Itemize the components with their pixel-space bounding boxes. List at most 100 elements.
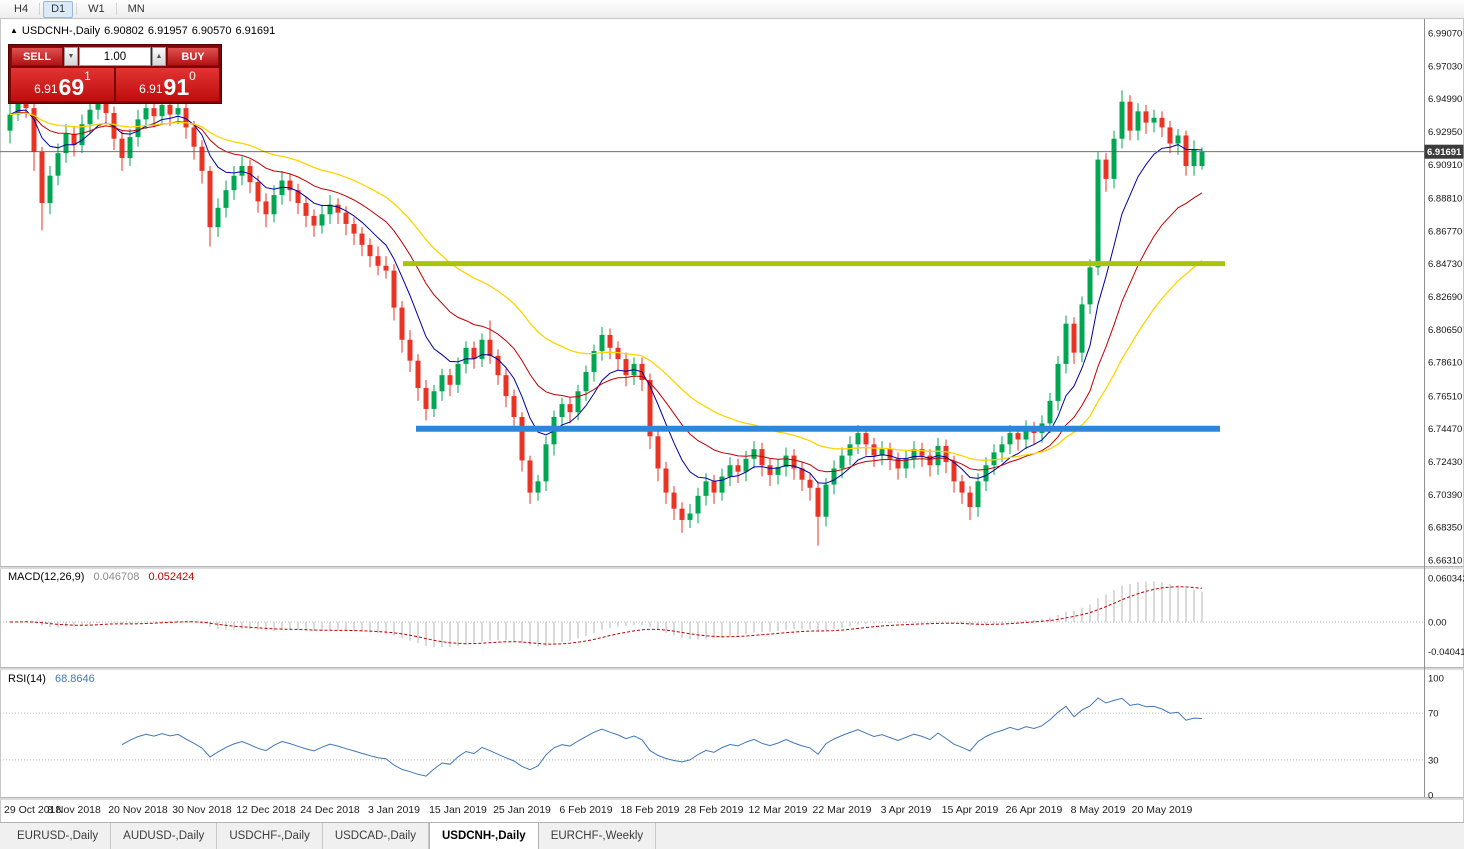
candle-body — [295, 190, 301, 204]
candle-body — [383, 265, 389, 271]
candle-body — [887, 449, 893, 459]
candle-body — [351, 223, 357, 234]
volume-input[interactable] — [79, 47, 151, 66]
chart-tabbar: EURUSD-,Daily AUDUSD-,Daily USDCHF-,Dail… — [0, 822, 1464, 849]
tab-usdcnh-daily[interactable]: USDCNH-,Daily — [428, 822, 539, 849]
period-button-w1[interactable]: W1 — [88, 2, 105, 15]
candle-body — [607, 334, 613, 348]
candle-body — [1127, 101, 1133, 131]
period-button-d1[interactable]: D1 — [43, 0, 74, 18]
pane-splitter — [0, 797, 1464, 800]
volume-up-button[interactable]: ▲ — [152, 47, 166, 66]
date-label: 24 Dec 2018 — [300, 804, 360, 816]
candle-body — [1159, 117, 1165, 128]
candle-body — [471, 347, 477, 360]
bar-close: 6.91691 — [235, 25, 276, 37]
candle-body — [711, 481, 717, 493]
date-label: 3 Jan 2019 — [368, 804, 420, 816]
price-axis-label: 6.74470 — [1428, 424, 1462, 435]
sell-price-sup: 1 — [84, 69, 91, 83]
current-price-badge-text: 6.91691 — [1427, 147, 1462, 158]
tab-eurchf-weekly[interactable]: EURCHF-,Weekly — [539, 823, 657, 849]
candle-body — [1087, 267, 1093, 305]
period-toolbar: H4 D1 W1 MN — [0, 0, 1464, 19]
tab-audusd-daily[interactable]: AUDUSD-,Daily — [111, 823, 218, 849]
buy-button[interactable]: BUY — [167, 47, 219, 66]
candle-body — [759, 449, 765, 466]
candle-body — [111, 112, 117, 139]
macd-signal-value: 0.052424 — [148, 571, 195, 583]
candle-body — [519, 416, 525, 461]
ma-line — [9, 111, 1203, 473]
candle-body — [591, 351, 597, 372]
candle-body — [1151, 117, 1157, 123]
price-axis-label: 6.66310 — [1428, 556, 1462, 567]
candle-body — [95, 98, 101, 110]
rsi-label: RSI(14) — [8, 673, 46, 685]
candle-body — [7, 114, 13, 131]
candle-body — [1119, 101, 1125, 139]
candle-body — [575, 391, 581, 413]
candle-body — [431, 391, 437, 409]
tab-eurusd-daily[interactable]: EURUSD-,Daily — [5, 823, 112, 849]
candle-body — [1095, 159, 1101, 268]
pane-splitter — [0, 566, 1464, 569]
macd-label: MACD(12,26,9) — [8, 571, 85, 583]
buy-price-box[interactable]: 6.91 91 0 — [116, 68, 219, 101]
candle-body — [79, 124, 85, 146]
candle-body — [1175, 135, 1181, 144]
candle-body — [1007, 433, 1013, 445]
candle-body — [399, 307, 405, 340]
price-axis-label: 6.90910 — [1428, 160, 1462, 171]
price-axis-label: 6.82690 — [1428, 292, 1462, 303]
macd-signal-line — [9, 586, 1203, 645]
candle-body — [1167, 127, 1173, 144]
price-axis-label: 6.99070 — [1428, 29, 1462, 40]
candle-body — [127, 137, 133, 158]
candle-body — [655, 436, 661, 469]
chart-canvas[interactable]: 6.99070 6.97030 6.94990 6.92950 6.90910 6.888… — [0, 0, 1464, 822]
tab-usdcad-daily[interactable]: USDCAD-,Daily — [323, 823, 429, 849]
sell-price-box[interactable]: 6.91 69 1 — [11, 68, 114, 101]
date-label: 15 Apr 2019 — [942, 804, 999, 816]
rsi-axis-label: 70 — [1428, 709, 1439, 720]
price-axis-label: 6.94990 — [1428, 94, 1462, 105]
candle-body — [567, 404, 573, 413]
tab-usdchf-daily[interactable]: USDCHF-,Daily — [217, 823, 323, 849]
rsi-axis-label: 0 — [1428, 791, 1433, 802]
candle-body — [63, 133, 69, 154]
candle-body — [167, 104, 173, 115]
period-button-h4[interactable]: H4 — [14, 2, 29, 15]
candle-body — [207, 170, 213, 228]
candle-body — [839, 455, 845, 469]
candle-body — [703, 481, 709, 496]
ma-line — [9, 109, 1203, 484]
date-label: 26 Apr 2019 — [1006, 804, 1063, 816]
candle-body — [223, 190, 229, 208]
candle-body — [151, 108, 157, 117]
candle-body — [967, 492, 973, 508]
candle-body — [871, 444, 877, 456]
candle-body — [287, 180, 293, 191]
candle-body — [375, 256, 381, 266]
candle-body — [87, 109, 93, 125]
date-label: 18 Feb 2019 — [621, 804, 680, 816]
candle-body — [359, 233, 365, 245]
ma-line — [9, 112, 1203, 461]
macd-main-value: 0.046708 — [93, 571, 140, 583]
toolbar-separator — [115, 3, 117, 15]
sell-button[interactable]: SELL — [11, 47, 63, 66]
candle-body — [1079, 304, 1085, 353]
chart-marker-icon: ▲ — [10, 26, 18, 35]
buy-price-sup: 0 — [189, 69, 196, 83]
volume-down-button[interactable]: ▼ — [64, 47, 78, 66]
candle-body — [1183, 135, 1189, 167]
price-axis-label: 6.86770 — [1428, 226, 1462, 237]
price-axis-label: 6.76510 — [1428, 391, 1462, 402]
candle-body — [1103, 159, 1109, 179]
period-button-mn[interactable]: MN — [127, 2, 145, 15]
candle-body — [191, 127, 197, 147]
candle-body — [1015, 433, 1021, 440]
candle-body — [783, 455, 789, 467]
